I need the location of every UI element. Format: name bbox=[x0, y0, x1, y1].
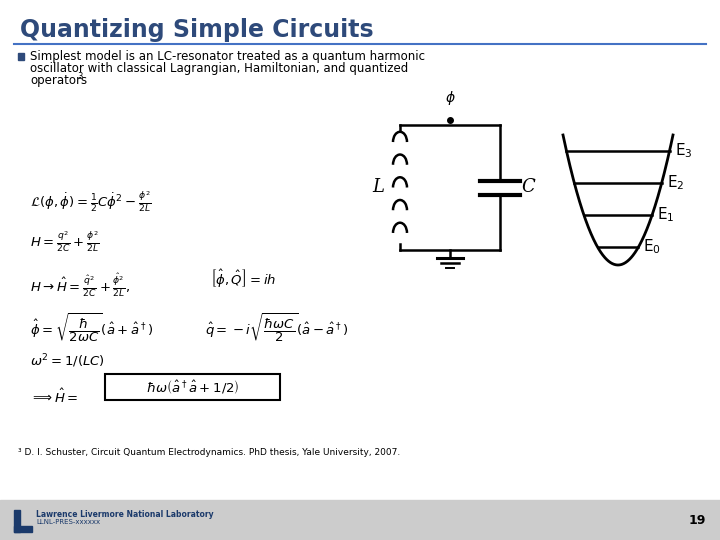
Text: 19: 19 bbox=[688, 514, 706, 526]
Text: Quantizing Simple Circuits: Quantizing Simple Circuits bbox=[20, 18, 374, 42]
Bar bbox=[18, 53, 24, 60]
Text: $\mathcal{L}(\phi,\dot{\phi}) = \frac{1}{2}C\dot{\phi}^2 - \frac{\phi^2}{2L}$: $\mathcal{L}(\phi,\dot{\phi}) = \frac{1}… bbox=[30, 190, 151, 214]
Text: $\hbar\omega\left(\hat{a}^\dagger\hat{a}+1/2\right)$: $\hbar\omega\left(\hat{a}^\dagger\hat{a}… bbox=[146, 378, 239, 396]
Text: $H = \frac{q^2}{2C} + \frac{\phi^2}{2L}$: $H = \frac{q^2}{2C} + \frac{\phi^2}{2L}$ bbox=[30, 230, 99, 254]
Text: $H \rightarrow \hat{H} = \frac{\hat{q}^2}{2C} + \frac{\hat{\phi}^2}{2L},$: $H \rightarrow \hat{H} = \frac{\hat{q}^2… bbox=[30, 272, 130, 299]
Bar bbox=[105, 374, 280, 400]
Text: ³ D. I. Schuster, Circuit Quantum Electrodynamics. PhD thesis, Yale University, : ³ D. I. Schuster, Circuit Quantum Electr… bbox=[18, 448, 400, 457]
Text: Lawrence Livermore National Laboratory: Lawrence Livermore National Laboratory bbox=[36, 510, 214, 519]
Text: $\hat{q} = -i\sqrt{\dfrac{\hbar\omega C}{2}}\left(\hat{a}-\hat{a}^\dagger\right): $\hat{q} = -i\sqrt{\dfrac{\hbar\omega C}… bbox=[205, 312, 348, 345]
Text: $\omega^2 = 1/(LC)$: $\omega^2 = 1/(LC)$ bbox=[30, 352, 105, 369]
Text: C: C bbox=[521, 179, 535, 197]
Text: $\hat{\phi} = \sqrt{\dfrac{\hbar}{2\omega C}}\left(\hat{a}+\hat{a}^\dagger\right: $\hat{\phi} = \sqrt{\dfrac{\hbar}{2\omeg… bbox=[30, 312, 153, 345]
Text: $\phi$: $\phi$ bbox=[445, 89, 455, 107]
Bar bbox=[14, 510, 20, 532]
Text: $\Longrightarrow \hat{H} =$: $\Longrightarrow \hat{H} =$ bbox=[30, 388, 78, 406]
Bar bbox=[14, 526, 32, 532]
Text: $\mathrm{E}_2$: $\mathrm{E}_2$ bbox=[667, 174, 684, 192]
Text: L: L bbox=[372, 179, 384, 197]
Text: Simplest model is an LC-resonator treated as a quantum harmonic: Simplest model is an LC-resonator treate… bbox=[30, 50, 425, 63]
Bar bbox=[0, 500, 720, 540]
Text: oscillator with classical Lagrangian, Hamiltonian, and quantized: oscillator with classical Lagrangian, Ha… bbox=[30, 62, 408, 75]
Text: LLNL-PRES-xxxxxx: LLNL-PRES-xxxxxx bbox=[36, 519, 100, 525]
Text: operators: operators bbox=[30, 74, 87, 87]
Text: $\mathrm{E}_0$: $\mathrm{E}_0$ bbox=[644, 238, 662, 256]
Text: 3: 3 bbox=[77, 72, 82, 81]
Text: $\mathrm{E}_1$: $\mathrm{E}_1$ bbox=[657, 206, 675, 224]
Text: $\left[\hat{\phi},\hat{Q}\right] = ih$: $\left[\hat{\phi},\hat{Q}\right] = ih$ bbox=[210, 268, 276, 290]
Text: $\mathrm{E}_3$: $\mathrm{E}_3$ bbox=[675, 141, 692, 160]
